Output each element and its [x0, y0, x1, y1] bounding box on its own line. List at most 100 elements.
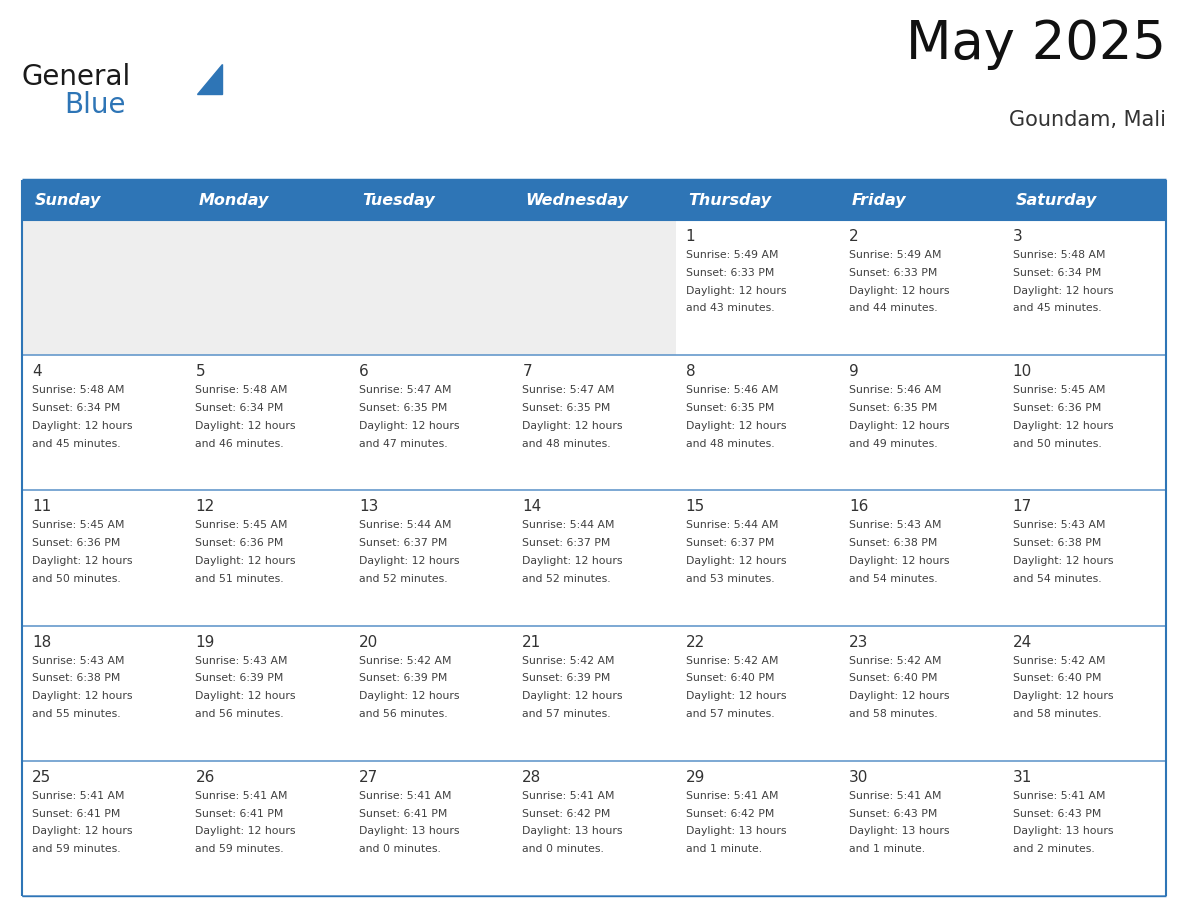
Text: May 2025: May 2025	[906, 18, 1165, 70]
Text: Daylight: 12 hours: Daylight: 12 hours	[32, 826, 133, 836]
Text: 2: 2	[849, 229, 859, 244]
Text: Daylight: 12 hours: Daylight: 12 hours	[32, 691, 133, 701]
Text: and 55 minutes.: and 55 minutes.	[32, 709, 121, 719]
Text: 18: 18	[32, 634, 51, 650]
Text: 15: 15	[685, 499, 704, 514]
Text: Sunrise: 5:43 AM: Sunrise: 5:43 AM	[1012, 521, 1105, 531]
Text: Sunset: 6:42 PM: Sunset: 6:42 PM	[523, 809, 611, 819]
Text: and 51 minutes.: and 51 minutes.	[196, 574, 284, 584]
Text: Daylight: 12 hours: Daylight: 12 hours	[1012, 285, 1113, 296]
Text: Sunset: 6:35 PM: Sunset: 6:35 PM	[685, 403, 775, 413]
Text: Sunrise: 5:41 AM: Sunrise: 5:41 AM	[523, 790, 614, 800]
Text: Sunrise: 5:44 AM: Sunrise: 5:44 AM	[359, 521, 451, 531]
Text: and 57 minutes.: and 57 minutes.	[523, 709, 611, 719]
Bar	[185, 625, 349, 761]
Text: Sunrise: 5:41 AM: Sunrise: 5:41 AM	[685, 790, 778, 800]
Text: 19: 19	[196, 634, 215, 650]
Text: Sunset: 6:39 PM: Sunset: 6:39 PM	[196, 674, 284, 683]
Text: Sunrise: 5:41 AM: Sunrise: 5:41 AM	[359, 790, 451, 800]
Text: Sunset: 6:40 PM: Sunset: 6:40 PM	[1012, 674, 1101, 683]
Text: Wednesday: Wednesday	[525, 193, 628, 207]
Text: Sunset: 6:36 PM: Sunset: 6:36 PM	[1012, 403, 1101, 413]
Bar	[349, 490, 512, 625]
Text: 7: 7	[523, 364, 532, 379]
Text: and 56 minutes.: and 56 minutes.	[196, 709, 284, 719]
Text: Sunrise: 5:48 AM: Sunrise: 5:48 AM	[196, 386, 287, 396]
Text: and 43 minutes.: and 43 minutes.	[685, 304, 775, 313]
Text: Daylight: 12 hours: Daylight: 12 hours	[1012, 691, 1113, 701]
Bar	[1003, 625, 1165, 761]
Text: Sunset: 6:39 PM: Sunset: 6:39 PM	[523, 674, 611, 683]
Bar	[676, 180, 839, 220]
Bar	[1003, 355, 1165, 490]
Text: and 2 minutes.: and 2 minutes.	[1012, 845, 1094, 855]
Text: Sunrise: 5:43 AM: Sunrise: 5:43 AM	[196, 655, 287, 666]
Text: Daylight: 12 hours: Daylight: 12 hours	[849, 556, 949, 566]
Text: and 46 minutes.: and 46 minutes.	[196, 439, 284, 449]
Text: Daylight: 12 hours: Daylight: 12 hours	[685, 285, 786, 296]
Text: Daylight: 12 hours: Daylight: 12 hours	[196, 691, 296, 701]
Text: Sunrise: 5:42 AM: Sunrise: 5:42 AM	[849, 655, 942, 666]
Text: Sunset: 6:41 PM: Sunset: 6:41 PM	[196, 809, 284, 819]
Bar	[676, 625, 839, 761]
Text: Daylight: 12 hours: Daylight: 12 hours	[685, 691, 786, 701]
Text: Friday: Friday	[852, 193, 906, 207]
Text: and 1 minute.: and 1 minute.	[685, 845, 762, 855]
Text: Saturday: Saturday	[1016, 193, 1097, 207]
Text: Sunrise: 5:42 AM: Sunrise: 5:42 AM	[359, 655, 451, 666]
Text: and 49 minutes.: and 49 minutes.	[849, 439, 937, 449]
Text: Daylight: 12 hours: Daylight: 12 hours	[359, 420, 460, 431]
Text: Daylight: 12 hours: Daylight: 12 hours	[196, 556, 296, 566]
Text: Sunrise: 5:44 AM: Sunrise: 5:44 AM	[685, 521, 778, 531]
Text: Daylight: 12 hours: Daylight: 12 hours	[196, 826, 296, 836]
Text: Thursday: Thursday	[689, 193, 772, 207]
Bar	[839, 220, 1003, 355]
Text: 9: 9	[849, 364, 859, 379]
Text: Sunset: 6:43 PM: Sunset: 6:43 PM	[849, 809, 937, 819]
Text: Sunset: 6:35 PM: Sunset: 6:35 PM	[849, 403, 937, 413]
Text: and 52 minutes.: and 52 minutes.	[359, 574, 448, 584]
Text: Daylight: 12 hours: Daylight: 12 hours	[849, 285, 949, 296]
Bar	[23, 761, 185, 896]
Text: Sunrise: 5:42 AM: Sunrise: 5:42 AM	[523, 655, 614, 666]
Bar	[676, 355, 839, 490]
Text: Daylight: 12 hours: Daylight: 12 hours	[685, 556, 786, 566]
Text: Daylight: 13 hours: Daylight: 13 hours	[849, 826, 949, 836]
Bar	[512, 490, 676, 625]
Text: Daylight: 12 hours: Daylight: 12 hours	[1012, 556, 1113, 566]
Bar	[512, 180, 676, 220]
Text: Sunrise: 5:42 AM: Sunrise: 5:42 AM	[685, 655, 778, 666]
Bar	[512, 220, 676, 355]
Text: Sunrise: 5:42 AM: Sunrise: 5:42 AM	[1012, 655, 1105, 666]
Text: 6: 6	[359, 364, 368, 379]
Bar	[839, 180, 1003, 220]
Text: Sunset: 6:34 PM: Sunset: 6:34 PM	[32, 403, 120, 413]
Text: Daylight: 13 hours: Daylight: 13 hours	[685, 826, 786, 836]
Text: Daylight: 12 hours: Daylight: 12 hours	[359, 691, 460, 701]
Bar	[23, 490, 185, 625]
Text: and 54 minutes.: and 54 minutes.	[849, 574, 937, 584]
Text: 3: 3	[1012, 229, 1023, 244]
Text: 21: 21	[523, 634, 542, 650]
Text: Sunset: 6:38 PM: Sunset: 6:38 PM	[32, 674, 120, 683]
Bar	[1003, 180, 1165, 220]
Text: Sunrise: 5:48 AM: Sunrise: 5:48 AM	[32, 386, 125, 396]
Text: Sunset: 6:37 PM: Sunset: 6:37 PM	[359, 538, 447, 548]
Text: Sunrise: 5:41 AM: Sunrise: 5:41 AM	[1012, 790, 1105, 800]
Text: General: General	[23, 63, 131, 91]
Bar	[349, 180, 512, 220]
Text: Sunrise: 5:45 AM: Sunrise: 5:45 AM	[196, 521, 287, 531]
Text: 16: 16	[849, 499, 868, 514]
Text: Sunrise: 5:47 AM: Sunrise: 5:47 AM	[359, 386, 451, 396]
Text: Sunset: 6:38 PM: Sunset: 6:38 PM	[849, 538, 937, 548]
Text: 22: 22	[685, 634, 704, 650]
Bar	[185, 220, 349, 355]
Text: and 48 minutes.: and 48 minutes.	[685, 439, 775, 449]
Text: and 45 minutes.: and 45 minutes.	[32, 439, 121, 449]
Text: 27: 27	[359, 770, 378, 785]
Text: Daylight: 12 hours: Daylight: 12 hours	[32, 420, 133, 431]
Text: and 58 minutes.: and 58 minutes.	[1012, 709, 1101, 719]
Text: Daylight: 12 hours: Daylight: 12 hours	[523, 556, 623, 566]
Text: Sunrise: 5:49 AM: Sunrise: 5:49 AM	[685, 250, 778, 260]
Text: and 48 minutes.: and 48 minutes.	[523, 439, 611, 449]
